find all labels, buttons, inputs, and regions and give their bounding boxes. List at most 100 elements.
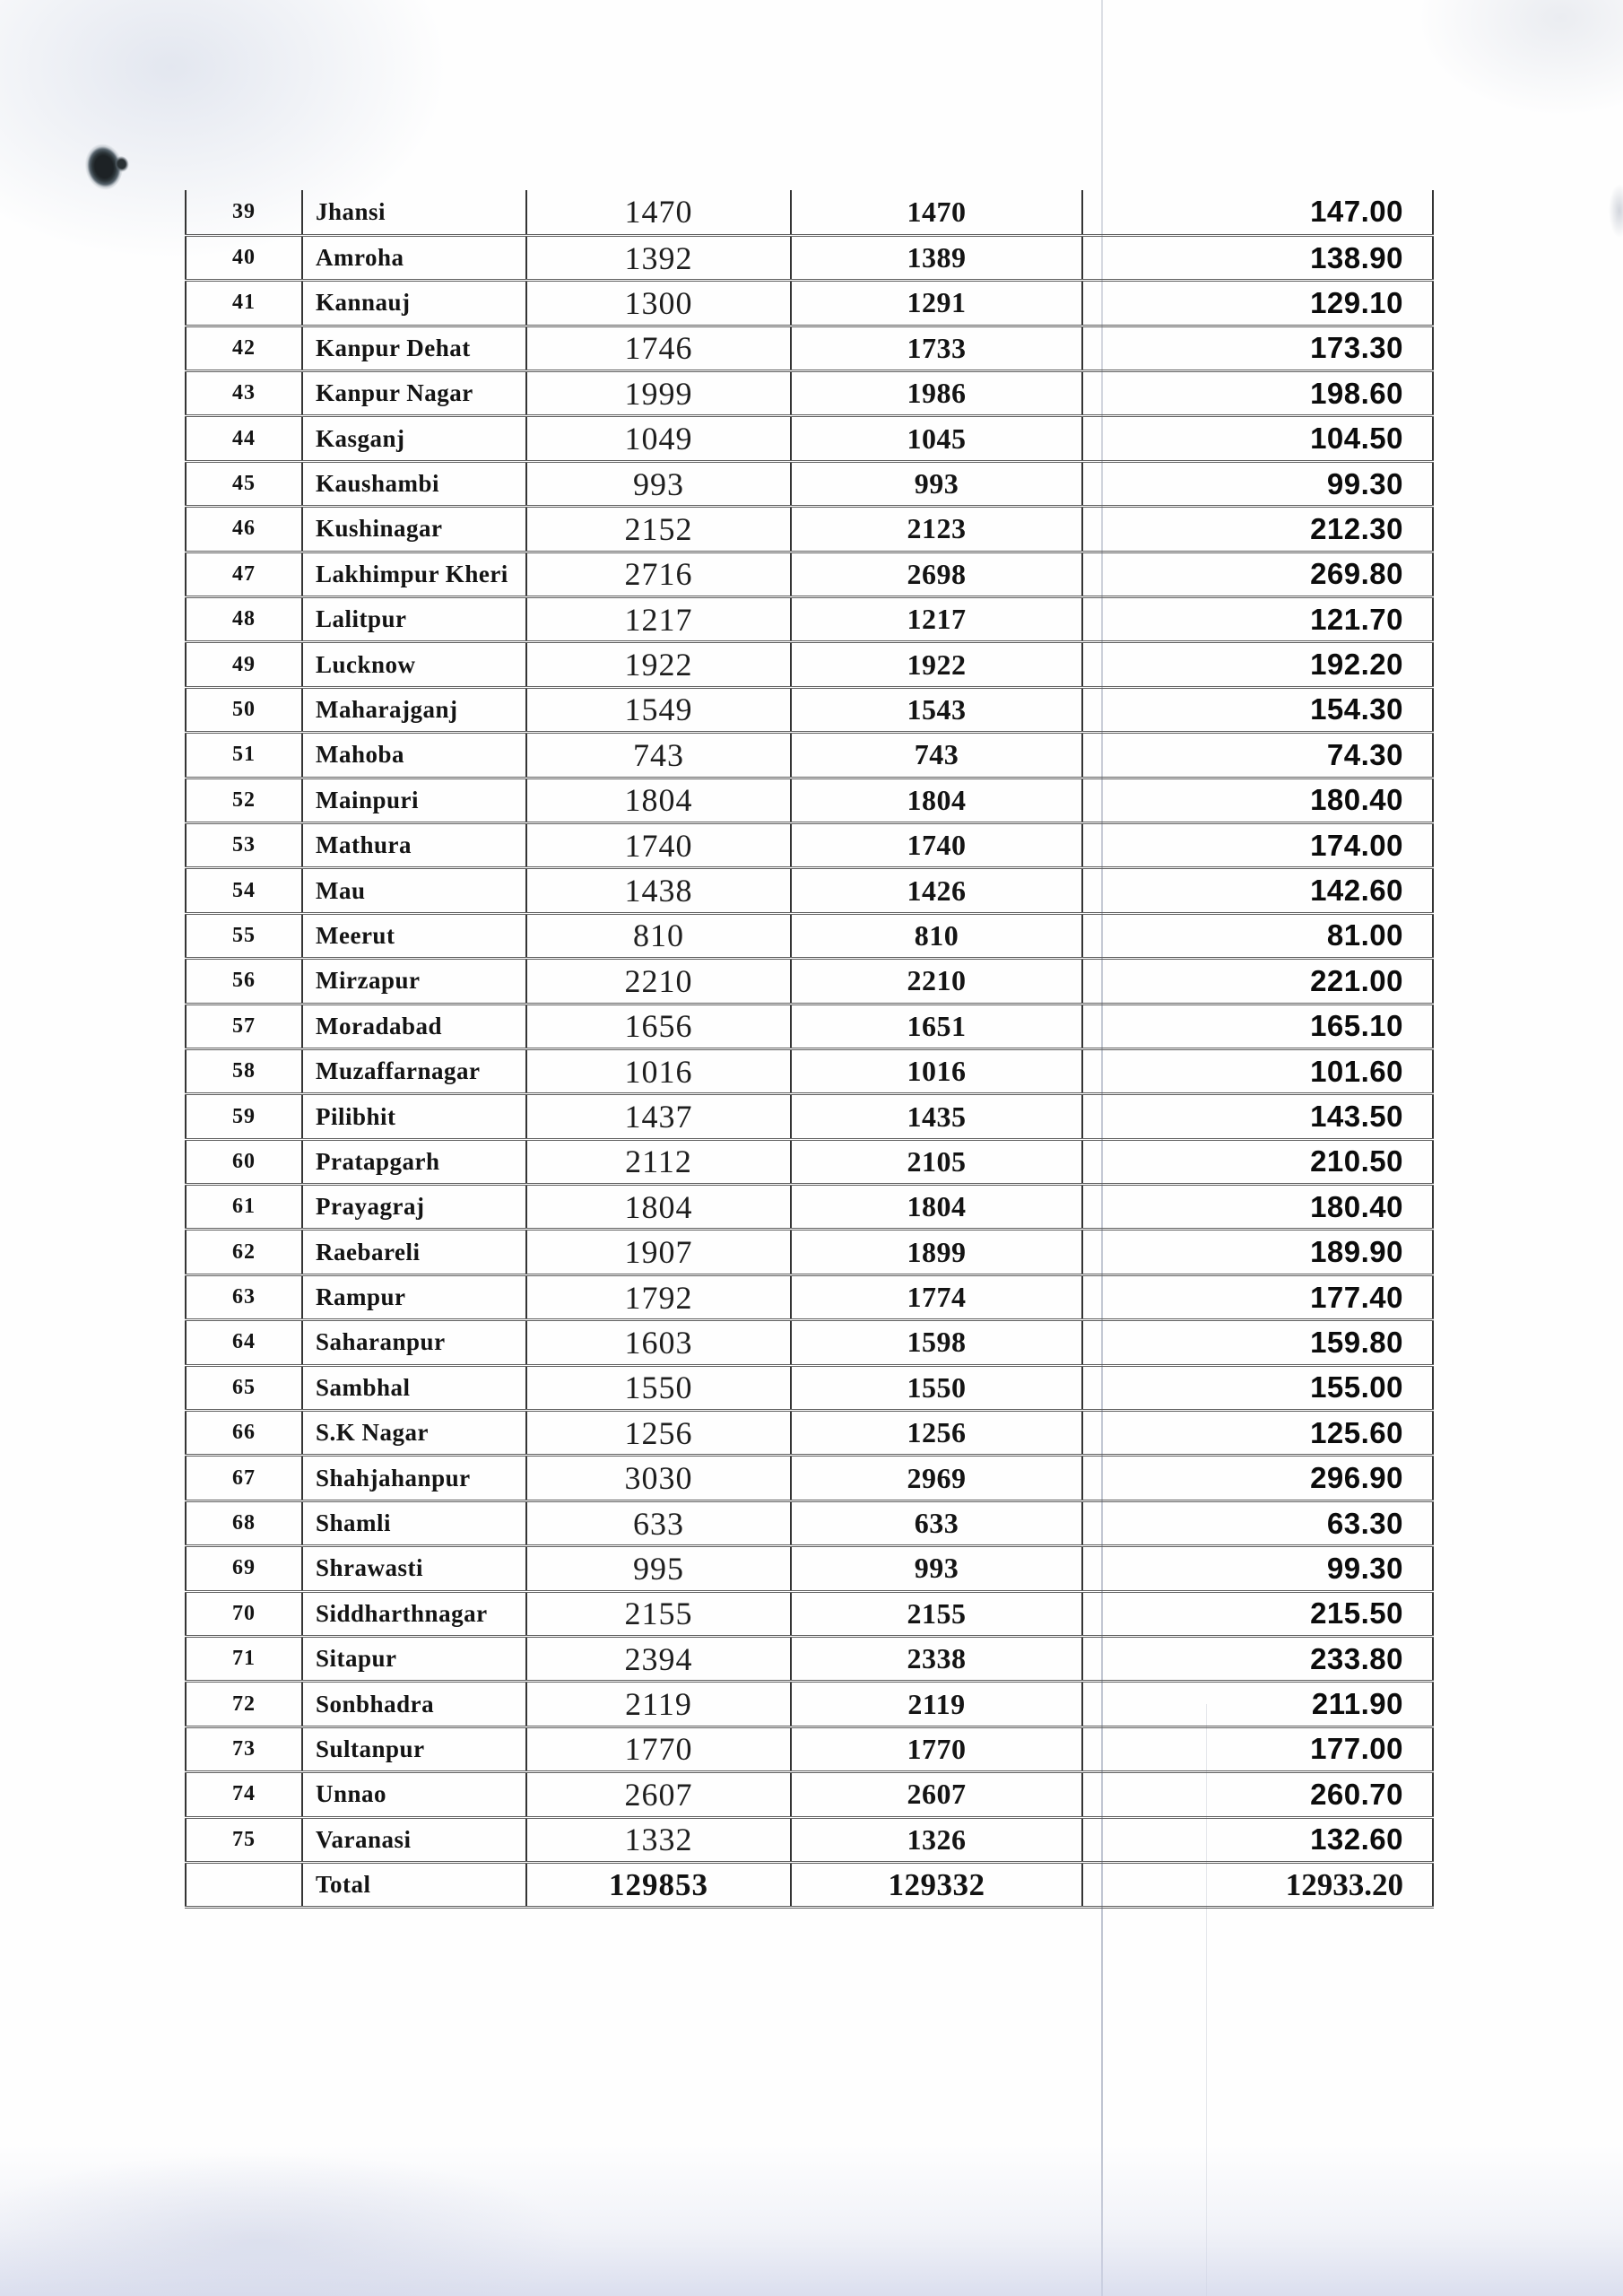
serial-cell: 53 (185, 822, 302, 870)
table-row: 55 Meerut 810 810 81.00 (185, 913, 1434, 961)
amount-cell: 155.00 (1081, 1365, 1434, 1413)
table-row: 50 Maharajganj 1549 1543 154.30 (185, 687, 1434, 735)
district-cell: Shrawasti (301, 1545, 526, 1593)
amount-cell: 99.30 (1081, 1545, 1434, 1593)
district-cell: S.K Nagar (301, 1410, 526, 1457)
serial-cell: 64 (185, 1319, 302, 1367)
amount-cell: 74.30 (1081, 732, 1434, 779)
serial-cell: 41 (185, 280, 302, 327)
count1-cell: 1746 (525, 326, 791, 373)
amount-cell: 142.60 (1081, 867, 1434, 915)
table-row: 66 S.K Nagar 1256 1256 125.60 (185, 1410, 1434, 1457)
table-row: 63 Rampur 1792 1774 177.40 (185, 1274, 1434, 1322)
count2-cell: 1470 (790, 190, 1082, 237)
count1-cell: 2210 (525, 958, 791, 1005)
serial-cell: 52 (185, 778, 302, 824)
table-row: 53 Mathura 1740 1740 174.00 (185, 822, 1434, 870)
count2-cell: 1016 (790, 1048, 1082, 1096)
serial-cell: 55 (185, 913, 302, 961)
amount-cell: 180.40 (1081, 1184, 1434, 1231)
count2-cell: 1770 (790, 1726, 1082, 1774)
table-row: 72 Sonbhadra 2119 2119 211.90 (185, 1681, 1434, 1728)
table-row: 64 Saharanpur 1603 1598 159.80 (185, 1319, 1434, 1367)
table-row: 48 Lalitpur 1217 1217 121.70 (185, 596, 1434, 644)
district-cell: Kaushambi (301, 461, 526, 509)
amount-cell: 269.80 (1081, 552, 1434, 599)
count1-cell: 633 (525, 1500, 791, 1548)
district-cell: Amroha (301, 235, 526, 283)
serial-cell: 45 (185, 461, 302, 509)
count2-cell: 1899 (790, 1229, 1082, 1276)
count1-cell: 1256 (525, 1410, 791, 1457)
serial-cell: 46 (185, 506, 302, 553)
table-row: 58 Muzaffarnagar 1016 1016 101.60 (185, 1048, 1434, 1096)
count1-cell: 1804 (525, 1184, 791, 1231)
serial-cell: 44 (185, 415, 302, 463)
amount-cell: 212.30 (1081, 506, 1434, 553)
amount-cell: 198.60 (1081, 370, 1434, 418)
count1-cell: 2112 (525, 1139, 791, 1187)
table-row: 61 Prayagraj 1804 1804 180.40 (185, 1184, 1434, 1231)
table-row: 43 Kanpur Nagar 1999 1986 198.60 (185, 370, 1434, 418)
district-cell: Mirzapur (301, 958, 526, 1005)
serial-cell: 49 (185, 641, 302, 689)
count2-cell: 1774 (790, 1274, 1082, 1322)
table-row: 39 Jhansi 1470 1470 147.00 (185, 190, 1434, 237)
count2-cell: 2123 (790, 506, 1082, 553)
serial-cell: 42 (185, 326, 302, 373)
amount-cell: 63.30 (1081, 1500, 1434, 1548)
district-cell: Raebareli (301, 1229, 526, 1276)
count1-cell: 2394 (525, 1636, 791, 1683)
district-cell: Moradabad (301, 1004, 526, 1050)
serial-cell (185, 1862, 302, 1909)
count1-cell: 1300 (525, 280, 791, 327)
table-row: 59 Pilibhit 1437 1435 143.50 (185, 1093, 1434, 1141)
serial-cell: 58 (185, 1048, 302, 1096)
count1-cell: 995 (525, 1545, 791, 1593)
amount-cell: 121.70 (1081, 596, 1434, 644)
count1-cell: 1016 (525, 1048, 791, 1096)
serial-cell: 72 (185, 1681, 302, 1728)
serial-cell: 43 (185, 370, 302, 418)
count1-cell: 1792 (525, 1274, 791, 1322)
table-row: 73 Sultanpur 1770 1770 177.00 (185, 1726, 1434, 1774)
district-cell: Maharajganj (301, 687, 526, 735)
table-row: 41 Kannauj 1300 1291 129.10 (185, 280, 1434, 327)
count1-cell: 2152 (525, 506, 791, 553)
count1-cell: 1332 (525, 1817, 791, 1864)
count2-cell: 1598 (790, 1319, 1082, 1367)
amount-cell: 215.50 (1081, 1591, 1434, 1639)
table-row: 67 Shahjahanpur 3030 2969 296.90 (185, 1455, 1434, 1502)
count2-cell: 2210 (790, 958, 1082, 1005)
count1-cell: 1656 (525, 1004, 791, 1050)
count2-cell: 1256 (790, 1410, 1082, 1457)
amount-cell: 260.70 (1081, 1771, 1434, 1819)
amount-cell: 101.60 (1081, 1048, 1434, 1096)
count1-cell: 743 (525, 732, 791, 779)
scan-shade-bottom (0, 2144, 1623, 2296)
table-row: 65 Sambhal 1550 1550 155.00 (185, 1365, 1434, 1413)
serial-cell: 71 (185, 1636, 302, 1683)
district-cell: Total (301, 1862, 526, 1909)
district-cell: Lucknow (301, 641, 526, 689)
count2-cell: 810 (790, 913, 1082, 961)
count2-cell: 1986 (790, 370, 1082, 418)
amount-cell: 189.90 (1081, 1229, 1434, 1276)
serial-cell: 48 (185, 596, 302, 644)
table-row: 47 Lakhimpur Kheri 2716 2698 269.80 (185, 552, 1434, 599)
amount-cell: 173.30 (1081, 326, 1434, 373)
count2-cell: 1922 (790, 641, 1082, 689)
count2-cell: 1217 (790, 596, 1082, 644)
count1-cell: 1550 (525, 1365, 791, 1413)
table-row: 70 Siddharthnagar 2155 2155 215.50 (185, 1591, 1434, 1639)
amount-cell: 192.20 (1081, 641, 1434, 689)
amount-cell: 211.90 (1081, 1681, 1434, 1728)
district-cell: Kannauj (301, 280, 526, 327)
serial-cell: 65 (185, 1365, 302, 1413)
serial-cell: 69 (185, 1545, 302, 1593)
count1-cell: 2155 (525, 1591, 791, 1639)
scan-shade-bottom-left (0, 2152, 574, 2296)
district-cell: Muzaffarnagar (301, 1048, 526, 1096)
serial-cell: 63 (185, 1274, 302, 1322)
